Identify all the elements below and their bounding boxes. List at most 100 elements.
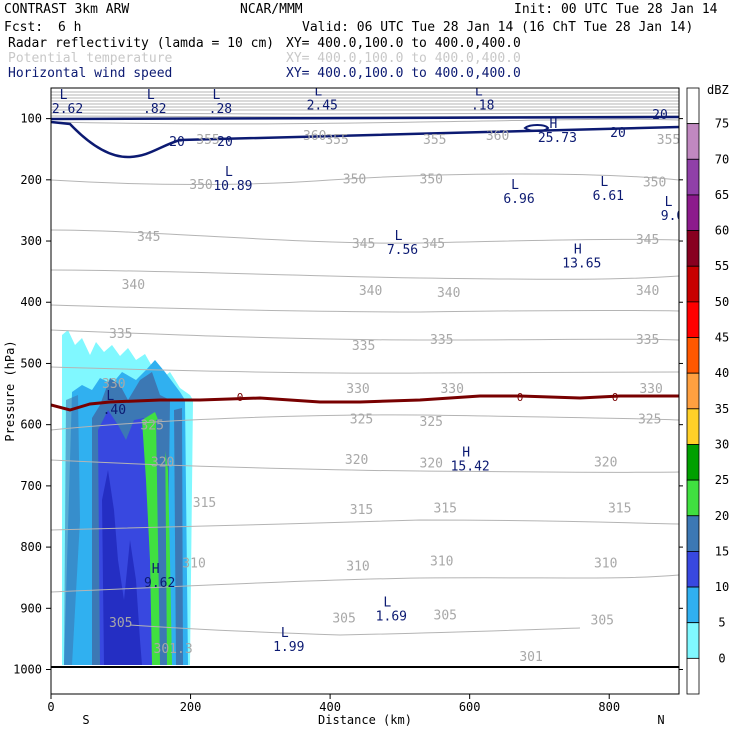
isentrope-label: 305 (434, 608, 457, 623)
refl-25-band (156, 416, 167, 665)
wind-extremum-kind: L (60, 88, 68, 103)
wind-extremum-kind: L (383, 595, 391, 610)
y-tick-label: 800 (20, 540, 42, 554)
header: CONTRAST 3km ARW NCAR/MMM Init: 00 UTC T… (4, 2, 718, 81)
refl-20-25 (98, 410, 160, 665)
y-tick-label: 500 (20, 356, 42, 370)
isentrope-label: 315 (350, 503, 373, 518)
wind-contour-label: 20 (169, 135, 185, 150)
y-tick-label: 400 (20, 295, 42, 309)
wind-extremum-kind: L (665, 195, 673, 210)
refl-25-band-2 (174, 408, 183, 665)
field-name-wind: Horizontal wind speed (8, 66, 172, 81)
isentrope-label: 345 (352, 237, 375, 252)
isentrope-label: 320 (345, 453, 368, 468)
isentrope-label: 335 (109, 327, 132, 342)
wind-extremum-value: 6.96 (503, 192, 534, 207)
colorbar-label: 25 (715, 473, 729, 487)
colorbar-swatch (686, 515, 700, 552)
isentrope-label: 330 (102, 377, 125, 392)
colorbar-swatch (686, 622, 700, 659)
x-axis: 0 200 400 600 800 (47, 694, 620, 714)
field-xy-theta: XY= 400.0,100.0 to 400.0,400.0 (286, 51, 521, 66)
isentropes (51, 118, 679, 636)
isentrope-label: 310 (430, 555, 453, 570)
field-name-theta: Potential temperature (8, 51, 173, 66)
colorbar-swatch (686, 230, 700, 267)
colorbar-label: 20 (715, 509, 729, 523)
wind-extremum-value: 9.0 (661, 209, 684, 224)
colorbar-swatch (686, 194, 700, 231)
colorbar-swatch (686, 123, 700, 160)
isentrope-label: 305 (332, 611, 355, 626)
wind-extremum-value: 15.42 (451, 459, 490, 474)
isentrope-label: 350 (343, 173, 366, 188)
x-tick-label: 600 (459, 700, 481, 714)
isentrope-label: 320 (420, 457, 443, 472)
isentrope-label: 325 (350, 413, 373, 428)
wind-extremum-value: 1.69 (376, 609, 407, 624)
colorbar-label: 55 (715, 259, 729, 273)
valid-time: Valid: 06 UTC Tue 28 Jan 14 (16 ChT Tue … (302, 20, 693, 35)
wind-extremum-kind: L (314, 84, 322, 99)
wind-extremum-kind: L (511, 178, 519, 193)
wind-extremum-kind: H (549, 117, 557, 132)
isentrope-label: 315 (608, 501, 631, 516)
wind-extremum-kind: L (395, 229, 403, 244)
field-xy-reflectivity: XY= 400.0,100.0 to 400.0,400.0 (286, 36, 521, 51)
wind-extremum-kind: L (281, 626, 289, 641)
wind-extremum-value: 2.45 (307, 98, 338, 113)
isentrope-label: 310 (346, 559, 369, 574)
y-tick-label: 700 (20, 479, 42, 493)
wind-extremum-kind: L (106, 389, 114, 404)
wind-extremum-value: .40 (103, 403, 126, 418)
plot-frame (50, 87, 680, 695)
isentrope-label: 340 (437, 286, 460, 301)
colorbar-label: 10 (715, 580, 729, 594)
y-tick-label: 900 (20, 601, 42, 615)
freezing-label: 0 (517, 391, 524, 404)
wind-extremum-value: 9.62 (144, 576, 175, 591)
org-label: NCAR/MMM (240, 2, 303, 17)
field-name-reflectivity: Radar reflectivity (lamda = 10 cm) (8, 36, 274, 51)
isentrope-label: 355 (325, 133, 348, 148)
isentrope-label: 330 (440, 382, 463, 397)
wind-extremum-value: .18 (471, 98, 494, 113)
isentrope-label: 360 (303, 129, 326, 144)
freezing-label: 0 (237, 391, 244, 404)
wind-extremum-kind: L (600, 175, 608, 190)
wind-extremum-kind: H (462, 445, 470, 460)
isentrope-label: 325 (638, 413, 661, 428)
field-xy-wind: XY= 400.0,100.0 to 400.0,400.0 (286, 66, 521, 81)
colorbar-label: 15 (715, 544, 729, 558)
wind-extremum-kind: L (225, 165, 233, 180)
refl-left-band (64, 395, 80, 665)
model-title: CONTRAST 3km ARW (4, 2, 129, 17)
isentrope-label: 310 (594, 556, 617, 571)
isentrope-label: 330 (639, 382, 662, 397)
colorbar-swatch (686, 657, 700, 695)
wind-extremum-kind: L (147, 88, 155, 103)
colorbar-label: 70 (715, 152, 729, 166)
colorbar-swatch (686, 265, 700, 303)
isentrope-label: 335 (636, 333, 659, 348)
colorbar-swatch (686, 337, 700, 374)
colorbar-swatch (686, 444, 700, 481)
colorbar-label: 50 (715, 295, 729, 309)
isentrope-label: 325 (420, 415, 443, 430)
freezing-level (51, 394, 679, 412)
colorbar-swatch (686, 87, 700, 125)
isentrope-label: 350 (420, 173, 443, 188)
isentrope-label: 350 (189, 178, 212, 193)
x-axis-label: Distance (km) (318, 713, 412, 727)
refl-core-shade (102, 470, 142, 665)
isentrope-label: 340 (122, 278, 145, 293)
x-tick-label: 400 (319, 700, 341, 714)
isentrope-label: 335 (352, 339, 375, 354)
wind-extremum-value: 2.62 (52, 102, 83, 117)
isentrope-label: 345 (137, 230, 160, 245)
wind-extremum-kind: L (212, 88, 220, 103)
colorbar-swatch (686, 372, 700, 410)
